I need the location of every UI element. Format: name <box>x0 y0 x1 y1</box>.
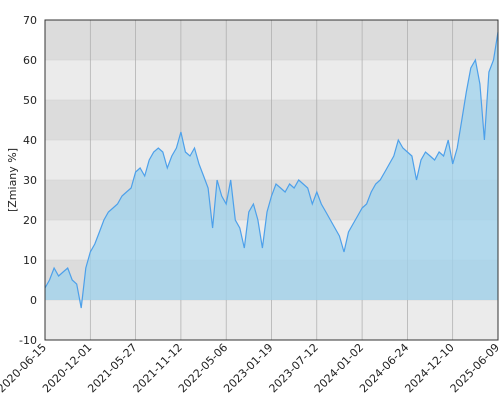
y-tick-label: 60 <box>23 54 37 67</box>
area <box>45 32 498 308</box>
y-tick-label: 40 <box>23 134 37 147</box>
y-tick-label: -10 <box>19 334 37 347</box>
y-tick-label: 0 <box>30 294 37 307</box>
y-axis-title: [Zmiany %] <box>6 148 19 212</box>
line <box>44 31 499 309</box>
y-tick-label: 10 <box>23 254 37 267</box>
plot-border <box>44 19 499 341</box>
y-tick-label: 50 <box>23 94 37 107</box>
y-tick-label: 20 <box>23 214 37 227</box>
y-tick-label: 70 <box>23 14 37 27</box>
y-tick-label: 30 <box>23 174 37 187</box>
